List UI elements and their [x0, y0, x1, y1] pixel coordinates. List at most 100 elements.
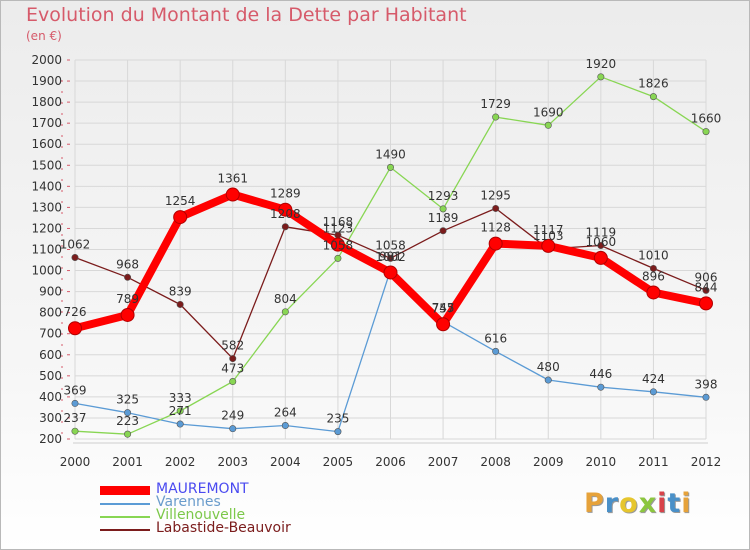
- data-point: [229, 378, 237, 386]
- data-point: [229, 355, 237, 363]
- legend-label: Villenouvelle: [156, 507, 246, 523]
- data-point: [699, 296, 713, 311]
- data-point: [597, 383, 605, 391]
- data-point: [71, 399, 79, 407]
- legend-swatch: [100, 503, 150, 505]
- x-tick-label: 2003: [217, 455, 248, 469]
- data-point: [649, 388, 657, 396]
- y-tick-label: 1800: [31, 95, 62, 109]
- data-label: 896: [642, 269, 665, 283]
- data-point: [334, 428, 342, 436]
- data-label: 1117: [533, 223, 564, 237]
- data-label: 1062: [60, 238, 91, 252]
- data-label: 446: [589, 367, 612, 381]
- chart-title: Evolution du Montant de la Dette par Hab…: [26, 4, 467, 26]
- data-label: 235: [326, 412, 349, 426]
- y-tick-label: 1000: [31, 264, 62, 278]
- data-label: 1826: [638, 77, 669, 91]
- data-label: 1168: [323, 215, 354, 229]
- data-label: 398: [695, 377, 718, 391]
- data-label: 1361: [217, 172, 248, 186]
- proxiti-logo: Proxiti: [584, 488, 692, 519]
- y-tick-label: 400: [39, 390, 62, 404]
- data-label: 249: [221, 409, 244, 423]
- data-label: 1660: [691, 112, 722, 126]
- data-point: [225, 187, 240, 202]
- x-tick-label: 2012: [691, 455, 722, 469]
- data-label: 1729: [480, 97, 511, 111]
- logo-letter: P: [584, 488, 605, 519]
- y-tick-label: 1500: [31, 158, 62, 172]
- data-point: [492, 204, 500, 212]
- data-label: 480: [537, 360, 560, 374]
- logo-letter: x: [638, 488, 658, 519]
- legend-swatch: [100, 529, 150, 531]
- data-point: [436, 317, 451, 332]
- data-point: [702, 128, 710, 136]
- data-point: [120, 307, 135, 322]
- data-label: 473: [221, 362, 244, 376]
- data-label: 1208: [270, 207, 301, 221]
- logo-letter: i: [681, 488, 692, 519]
- data-point: [702, 286, 710, 294]
- data-label: 1128: [480, 221, 511, 235]
- y-tick-label: 1100: [31, 243, 62, 257]
- data-point: [281, 223, 289, 231]
- data-labels: 369 325 271 249 264 235 1002 757 616 480 446 424 398…: [60, 57, 722, 428]
- data-label: 333: [169, 391, 192, 405]
- x-tick-label: 2002: [165, 455, 196, 469]
- legend-swatch: [100, 486, 150, 495]
- data-point: [492, 347, 500, 355]
- data-point: [383, 265, 398, 280]
- x-tick-label: 2011: [638, 455, 669, 469]
- data-point: [68, 321, 82, 336]
- x-tick-label: 2007: [428, 455, 459, 469]
- y-tick-label: 800: [39, 306, 62, 320]
- axes: 200 300 400 500 600 700 800 900 1000 1100 1200 1300…: [31, 53, 721, 469]
- y-tick-label: 600: [39, 348, 62, 362]
- data-label: 1058: [323, 238, 354, 252]
- data-point: [278, 202, 293, 217]
- data-point: [488, 236, 503, 251]
- data-label: 789: [116, 292, 139, 306]
- data-label: 1293: [428, 189, 459, 203]
- data-point: [173, 210, 188, 225]
- y-tick-label: 900: [39, 285, 62, 299]
- data-label: 745: [432, 301, 455, 315]
- data-label: 1295: [480, 188, 511, 202]
- data-point: [124, 409, 132, 417]
- legend-swatch: [100, 516, 150, 518]
- data-label: 1189: [428, 211, 459, 225]
- y-tick-label: 1600: [31, 137, 62, 151]
- data-label: 1490: [375, 147, 406, 161]
- data-point: [386, 254, 394, 262]
- logo-letter: t: [667, 488, 682, 519]
- data-point: [124, 430, 132, 438]
- data-label: 1119: [586, 225, 617, 239]
- data-label: 271: [169, 404, 192, 418]
- x-tick-label: 2001: [112, 455, 143, 469]
- data-point: [71, 254, 79, 262]
- data-point: [330, 237, 345, 252]
- data-label: 839: [169, 284, 192, 298]
- y-tick-label: 1400: [31, 179, 62, 193]
- data-label: 1002: [375, 250, 406, 264]
- data-point: [544, 376, 552, 384]
- data-label: 1103: [533, 229, 564, 243]
- data-point: [541, 238, 556, 253]
- data-label: 968: [116, 257, 139, 271]
- y-tick-label: 700: [39, 327, 62, 341]
- data-label: 1010: [638, 248, 669, 262]
- data-point: [334, 254, 342, 262]
- data-label: 1123: [323, 222, 354, 236]
- y-tick-label: 2000: [31, 53, 62, 67]
- data-point: [281, 422, 289, 430]
- data-point: [649, 93, 657, 101]
- data-point: [544, 121, 552, 129]
- y-tick-label: 1300: [31, 200, 62, 214]
- logo-letter: o: [619, 488, 639, 519]
- x-tick-label: 2009: [533, 455, 564, 469]
- legend-label: MAUREMONT: [156, 481, 249, 497]
- x-tick-label: 2004: [270, 455, 301, 469]
- data-point: [71, 427, 79, 435]
